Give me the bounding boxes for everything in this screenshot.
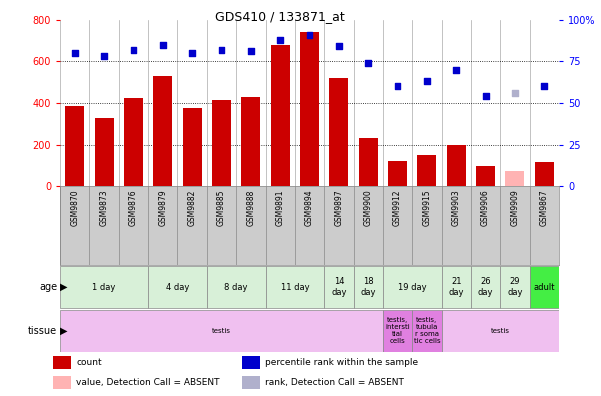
Text: age: age bbox=[39, 282, 57, 292]
Text: count: count bbox=[76, 358, 102, 367]
Text: GSM9912: GSM9912 bbox=[393, 189, 402, 226]
Text: GSM9891: GSM9891 bbox=[276, 189, 285, 226]
Text: 4 day: 4 day bbox=[166, 283, 189, 291]
Text: GSM9879: GSM9879 bbox=[158, 189, 167, 226]
Text: GSM9870: GSM9870 bbox=[70, 189, 79, 226]
Text: testis: testis bbox=[212, 327, 231, 334]
Text: testis,
tubula
r soma
tic cells: testis, tubula r soma tic cells bbox=[413, 317, 440, 344]
Text: GSM9888: GSM9888 bbox=[246, 189, 255, 226]
Text: GSM9897: GSM9897 bbox=[334, 189, 343, 226]
Text: testis,
intersti
tial
cells: testis, intersti tial cells bbox=[385, 317, 410, 344]
Text: GSM9882: GSM9882 bbox=[188, 189, 197, 226]
Bar bbox=[153, 76, 172, 186]
Point bbox=[481, 93, 490, 99]
Bar bbox=[53, 376, 71, 390]
Bar bbox=[447, 145, 466, 186]
Bar bbox=[60, 266, 148, 308]
Text: GSM9915: GSM9915 bbox=[423, 189, 432, 226]
Bar bbox=[476, 166, 495, 186]
Text: adult: adult bbox=[534, 283, 555, 291]
Bar bbox=[242, 356, 260, 369]
Bar bbox=[388, 161, 407, 186]
Text: 14
day: 14 day bbox=[331, 278, 347, 297]
Text: 19 day: 19 day bbox=[398, 283, 427, 291]
Text: ▶: ▶ bbox=[59, 326, 67, 336]
Bar bbox=[183, 108, 202, 186]
Bar bbox=[66, 106, 84, 186]
Bar bbox=[242, 376, 260, 390]
Text: testis: testis bbox=[491, 327, 510, 334]
Point bbox=[305, 32, 314, 38]
Text: ▶: ▶ bbox=[59, 282, 67, 292]
Text: GSM9867: GSM9867 bbox=[540, 189, 549, 226]
Point bbox=[422, 78, 432, 84]
Point bbox=[217, 47, 227, 53]
Text: GSM9876: GSM9876 bbox=[129, 189, 138, 226]
Bar bbox=[383, 310, 412, 352]
Bar bbox=[505, 171, 525, 186]
Bar bbox=[207, 266, 266, 308]
Bar bbox=[359, 138, 378, 186]
Text: GSM9900: GSM9900 bbox=[364, 189, 373, 226]
Bar bbox=[442, 266, 471, 308]
Bar bbox=[329, 78, 349, 186]
Text: 11 day: 11 day bbox=[281, 283, 309, 291]
Bar bbox=[529, 266, 559, 308]
Bar bbox=[270, 45, 290, 186]
Point bbox=[70, 50, 79, 56]
Point bbox=[364, 60, 373, 66]
Point bbox=[540, 83, 549, 89]
Point bbox=[392, 83, 402, 89]
Point bbox=[246, 48, 255, 55]
Text: 29
day: 29 day bbox=[507, 278, 523, 297]
Text: 18
day: 18 day bbox=[361, 278, 376, 297]
Text: GSM9906: GSM9906 bbox=[481, 189, 490, 226]
Text: value, Detection Call = ABSENT: value, Detection Call = ABSENT bbox=[76, 379, 220, 387]
Bar bbox=[417, 155, 436, 186]
Bar bbox=[60, 310, 383, 352]
Text: 21
day: 21 day bbox=[448, 278, 464, 297]
Bar bbox=[442, 310, 559, 352]
Point bbox=[129, 47, 138, 53]
Bar bbox=[124, 98, 143, 186]
Text: GSM9909: GSM9909 bbox=[510, 189, 519, 226]
Text: GSM9903: GSM9903 bbox=[452, 189, 461, 226]
Point bbox=[188, 50, 197, 56]
Bar bbox=[535, 162, 554, 186]
Bar bbox=[241, 97, 260, 186]
Text: 26
day: 26 day bbox=[478, 278, 493, 297]
Bar bbox=[383, 266, 442, 308]
Text: 1 day: 1 day bbox=[93, 283, 116, 291]
Point bbox=[99, 53, 109, 59]
Bar bbox=[266, 266, 324, 308]
Bar bbox=[212, 100, 231, 186]
Text: GSM9885: GSM9885 bbox=[217, 189, 226, 226]
Text: 8 day: 8 day bbox=[224, 283, 248, 291]
Bar bbox=[300, 32, 319, 186]
Point bbox=[275, 36, 285, 43]
Text: rank, Detection Call = ABSENT: rank, Detection Call = ABSENT bbox=[265, 379, 404, 387]
Text: GSM9873: GSM9873 bbox=[100, 189, 109, 226]
Bar bbox=[500, 266, 529, 308]
Text: tissue: tissue bbox=[28, 326, 57, 336]
Point bbox=[334, 43, 344, 50]
Text: GSM9894: GSM9894 bbox=[305, 189, 314, 226]
Text: percentile rank within the sample: percentile rank within the sample bbox=[265, 358, 418, 367]
Bar bbox=[148, 266, 207, 308]
Point bbox=[451, 67, 461, 73]
Bar bbox=[94, 118, 114, 186]
Point bbox=[158, 42, 168, 48]
Bar bbox=[471, 266, 500, 308]
Point bbox=[510, 90, 520, 96]
Bar bbox=[324, 266, 353, 308]
Bar bbox=[53, 356, 71, 369]
Text: GDS410 / 133871_at: GDS410 / 133871_at bbox=[215, 10, 344, 23]
Bar bbox=[353, 266, 383, 308]
Bar bbox=[412, 310, 442, 352]
